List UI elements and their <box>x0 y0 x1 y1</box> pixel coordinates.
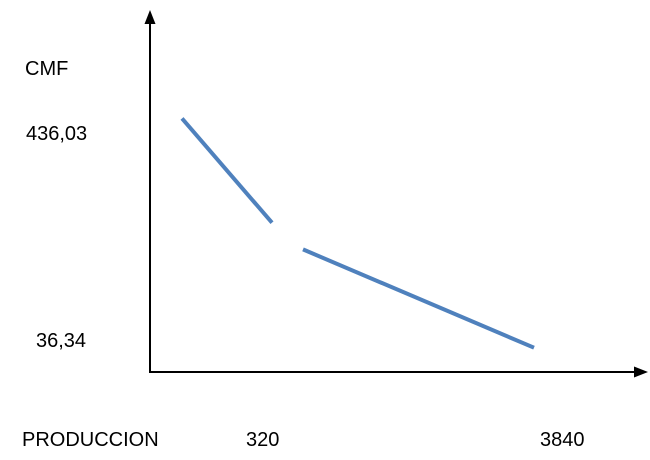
x-tick-label: 320 <box>246 429 279 451</box>
y-tick-label: 436,03 <box>26 123 87 145</box>
y-axis-arrow <box>144 10 156 24</box>
series-line-segment <box>302 247 535 350</box>
y-tick-label: 36,34 <box>36 330 86 352</box>
series-line-segment <box>180 117 274 225</box>
chart-series <box>180 117 535 350</box>
x-tick-label: 3840 <box>540 429 585 451</box>
x-axis-arrow <box>634 366 648 378</box>
chart-labels: CMF 436,03 36,34 PRODUCCION 320 3840 <box>22 58 585 451</box>
x-axis-label: PRODUCCION <box>22 429 159 451</box>
y-axis-label: CMF <box>25 58 68 80</box>
chart-axes <box>144 10 648 378</box>
